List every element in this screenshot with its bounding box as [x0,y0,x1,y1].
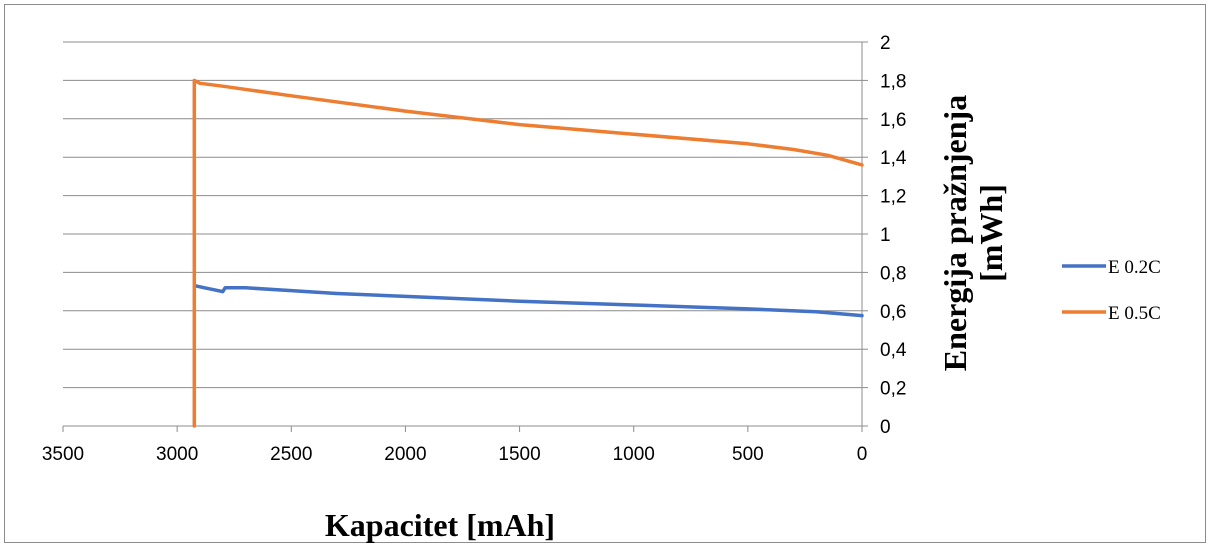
y-axis-title-line-1: Energija pražnjenja [937,95,973,371]
y-tick-label: 0,8 [880,263,906,284]
y-axis-title: Energija pražnjenja [mWh] [937,95,1009,371]
legend-label: E 0.5C [1108,303,1161,324]
legend-item-1: E 0.2C [1062,257,1161,278]
y-tick-label: 1,4 [880,148,907,169]
series-line-2 [192,78,864,428]
series-layer [192,78,864,428]
legend-item-2: E 0.5C [1062,303,1161,324]
x-tick-label: 1000 [613,444,655,465]
legend: E 0.2C E 0.5C [1062,257,1161,324]
chart-frame [4,4,1206,543]
y-axis-ticks: 0 0,2 0,4 0,6 0,8 1 1,2 1,4 1,6 1,8 2 [862,33,907,438]
y-tick-label: 0 [880,417,891,438]
x-axis-title: Kapacitet [mAh] [325,507,555,543]
y-tick-label: 1,2 [880,187,906,208]
x-tick-label: 0 [857,444,868,465]
y-tick-label: 1 [880,225,891,246]
x-tick-label: 1500 [498,444,540,465]
x-tick-label: 2000 [384,444,426,465]
y-tick-label: 0,6 [880,302,906,323]
series-line-1 [193,284,864,318]
y-tick-label: 1,6 [880,110,906,131]
x-tick-label: 3500 [42,444,84,465]
x-tick-label: 500 [732,444,764,465]
x-axis-ticks: 3500 3000 2500 2000 1500 1000 500 0 [42,426,867,465]
x-tick-label: 2500 [270,444,312,465]
y-tick-label: 0,2 [880,379,906,400]
y-tick-label: 0,4 [880,340,907,361]
y-axis-title-line-2: [mWh] [973,184,1009,282]
legend-label: E 0.2C [1108,257,1161,278]
x-tick-label: 3000 [156,444,198,465]
y-tick-label: 2 [880,33,891,54]
y-tick-label: 1,8 [880,71,906,92]
gridlines [63,41,862,389]
